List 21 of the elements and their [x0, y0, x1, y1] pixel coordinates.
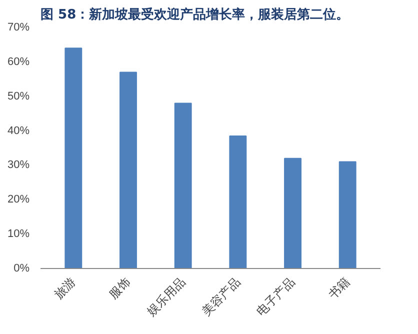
bar: [174, 102, 192, 268]
x-tick-label: 服饰: [106, 274, 134, 302]
bar: [338, 161, 356, 268]
chart-title: 图 58：新加坡最受欢迎产品增长率，服装居第二位。: [40, 6, 350, 22]
y-tick-label: 70%: [7, 22, 30, 34]
y-tick-label: 50%: [7, 90, 30, 102]
bar: [120, 72, 137, 268]
y-tick-label: 0%: [14, 262, 30, 274]
y-tick-label: 20%: [7, 194, 30, 206]
x-tick-label: 旅游: [51, 274, 78, 302]
bar: [64, 48, 82, 268]
y-tick-label: 60%: [7, 56, 30, 68]
y-tick-label: 40%: [7, 124, 30, 137]
bar: [284, 158, 302, 268]
x-tick-label: 书籍: [326, 274, 353, 302]
x-tick-label: 美容产品: [199, 274, 243, 318]
y-tick-label: 30%: [7, 159, 30, 172]
y-tick-label: 10%: [7, 228, 30, 240]
x-tick-label: 娱乐用品: [144, 274, 188, 318]
bar: [229, 135, 247, 268]
x-tick-label: 电子产品: [254, 274, 298, 318]
